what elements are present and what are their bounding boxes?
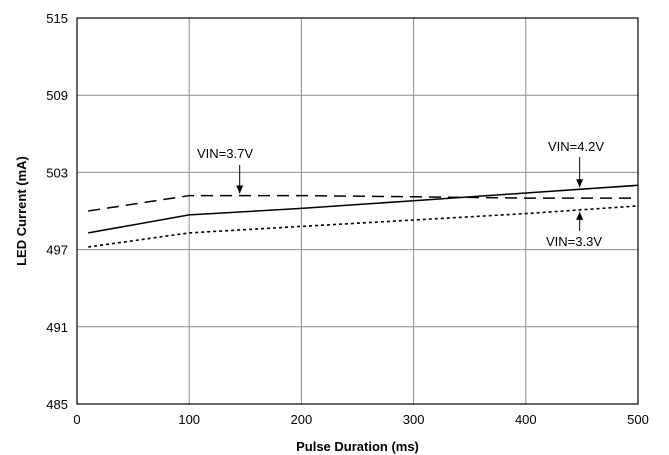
annotation-arrow-head bbox=[576, 211, 584, 220]
x-tick-label: 500 bbox=[627, 412, 649, 427]
plot-frame bbox=[76, 17, 639, 405]
y-tick-labels: 485 491 497 503 509 515 bbox=[46, 11, 68, 412]
y-tick-label: 503 bbox=[46, 165, 68, 180]
y-tick-label: 485 bbox=[46, 397, 68, 412]
annotation-label: VIN=3.7V bbox=[197, 146, 253, 161]
grid bbox=[77, 18, 638, 404]
series-line-vin-3-3v bbox=[88, 205, 639, 248]
y-axis-label: LED Current (mA) bbox=[14, 156, 29, 266]
series-line-vin-3-7v bbox=[88, 194, 638, 212]
series-line-vin-4-2v bbox=[88, 184, 639, 234]
annotations-group: VIN=3.7V VIN=4.2V VIN=3.3V bbox=[197, 139, 604, 249]
x-tick-label: 100 bbox=[178, 412, 200, 427]
annotation-label: VIN=3.3V bbox=[546, 234, 602, 249]
x-tick-labels: 0 100 200 300 400 500 bbox=[73, 412, 648, 427]
x-tick-label: 200 bbox=[291, 412, 313, 427]
x-tick-label: 300 bbox=[403, 412, 425, 427]
y-tick-label: 491 bbox=[46, 320, 68, 335]
annotation-arrow-head bbox=[236, 185, 244, 194]
series-group bbox=[88, 184, 639, 248]
y-tick-label: 497 bbox=[46, 243, 68, 258]
x-tick-label: 400 bbox=[515, 412, 537, 427]
annotation-arrow-head bbox=[576, 179, 584, 188]
x-axis-label: Pulse Duration (ms) bbox=[296, 439, 419, 454]
y-tick-label: 509 bbox=[46, 88, 68, 103]
x-tick-label: 0 bbox=[73, 412, 80, 427]
y-tick-label: 515 bbox=[46, 11, 68, 26]
annotation-label: VIN=4.2V bbox=[548, 139, 604, 154]
